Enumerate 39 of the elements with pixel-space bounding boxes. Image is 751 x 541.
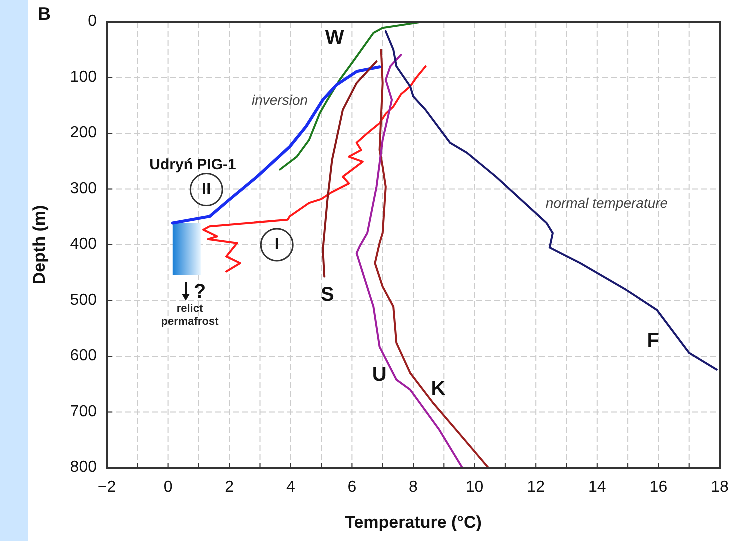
annotation: II [202, 181, 212, 198]
annotation: I [274, 236, 280, 254]
line-series [322, 60, 378, 278]
x-tick-label: 0 [164, 479, 173, 496]
x-tick-label: 10 [466, 479, 484, 496]
y-tick-label: 100 [70, 68, 98, 86]
x-tick-label: 12 [527, 479, 546, 496]
x-tick-label: 6 [348, 479, 357, 496]
series-label: W [325, 27, 344, 50]
text: B [38, 4, 51, 24]
y-axis-title: Depth (m) [30, 205, 49, 285]
x-tick-label: 2 [225, 479, 234, 496]
y-tick-label: 600 [70, 348, 98, 365]
x-tick-label: 4 [286, 479, 296, 496]
line-series [356, 54, 464, 469]
series-label: S [320, 284, 334, 306]
x-axis-title: Temperature (°C) [345, 513, 482, 532]
annotation: ? [194, 281, 206, 303]
annotation: Udryń PIG-1 [150, 156, 236, 174]
y-tick-label: 0 [88, 13, 98, 30]
x-tick-label: −2 [98, 479, 116, 496]
y-tick-label: 800 [70, 459, 98, 476]
x-tick-label: 8 [409, 479, 418, 496]
y-tick-label: 400 [70, 236, 98, 254]
y-tick-label: 700 [70, 403, 98, 420]
y-tick-label: 500 [70, 292, 98, 309]
annotation: normal temperature [546, 195, 668, 211]
series-label: K [431, 378, 446, 400]
x-tick-label: 14 [588, 479, 606, 496]
line-series [384, 30, 718, 371]
x-tick-label: 16 [650, 479, 668, 496]
annotation: inversion [252, 92, 308, 108]
annotation: relict permafrost [161, 303, 220, 328]
x-tick-label: 18 [711, 479, 729, 496]
line-series [374, 48, 490, 469]
series-label: F [647, 330, 660, 352]
series-label: U [372, 364, 387, 386]
y-tick-label: 300 [70, 180, 98, 198]
y-tick-label: 200 [70, 124, 98, 142]
